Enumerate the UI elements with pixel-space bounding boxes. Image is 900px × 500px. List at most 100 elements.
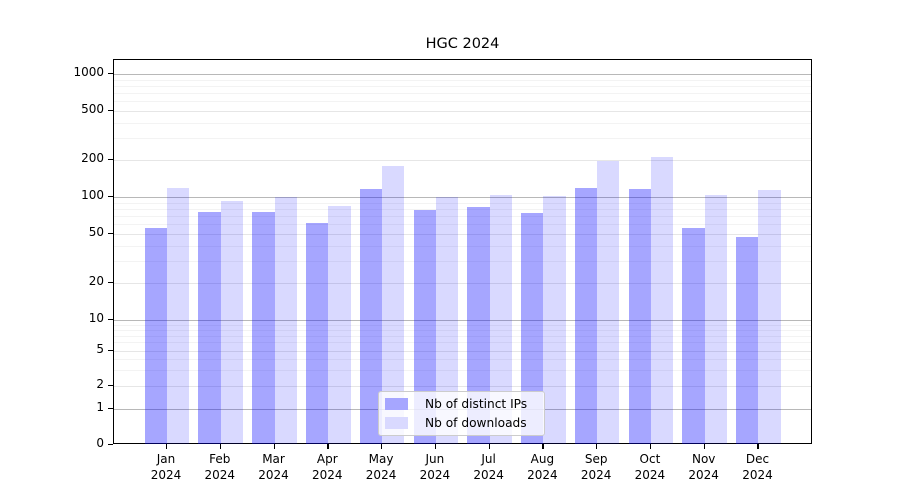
x-tick-jun-2024: [434, 444, 437, 449]
x-tick-label-line: 2024: [419, 467, 451, 482]
x-tick-jan-2024: [166, 444, 168, 449]
legend-label-downloads: Nb of downloads: [425, 416, 527, 430]
bar-downloads-aug-2024: [543, 196, 566, 444]
gridline-2: [114, 386, 811, 387]
legend-label-distinct-ips: Nb of distinct IPs: [425, 397, 528, 411]
minor-gridline-30: [114, 261, 811, 263]
legend-swatch-downloads: [385, 417, 408, 429]
y-tick-2: [108, 385, 113, 387]
bar-downloads-jan-2024: [167, 188, 190, 444]
minor-gridline-900: [114, 79, 811, 81]
minor-gridline-90: [114, 202, 811, 204]
gridline-1000: [114, 74, 811, 75]
x-tick-jul-2024: [488, 444, 490, 449]
minor-gridline-3: [114, 370, 811, 372]
x-tick-label-feb-2024: Feb 2024: [192, 452, 248, 483]
bar-distinct-ips-jul-2024: [467, 206, 490, 444]
x-tick-label-apr-2024: Apr 2024: [299, 452, 355, 483]
bar-distinct-ips-feb-2024: [198, 212, 221, 444]
legend: Nb of distinct IPs Nb of downloads: [378, 391, 545, 436]
gridline-10: [114, 320, 811, 321]
bar-distinct-ips-sep-2024: [574, 187, 598, 444]
x-tick-label-nov-2024: Nov 2024: [676, 452, 732, 483]
minor-gridline-80: [114, 208, 811, 210]
x-tick-label-line: 2024: [688, 467, 719, 482]
x-tick-label-sep-2024: Sep 2024: [568, 452, 624, 483]
x-tick-label-line: 2024: [258, 467, 289, 482]
y-tick-label-100: 100: [81, 188, 104, 202]
bar-distinct-ips-jun-2024: [413, 209, 436, 444]
y-tick-500: [108, 110, 113, 112]
bar-downloads-may-2024: [382, 165, 405, 444]
x-tick-apr-2024: [327, 444, 329, 449]
x-tick-label-line: 2024: [150, 467, 182, 482]
y-tick-label-1: 1: [96, 399, 104, 414]
x-tick-label-line: Jul: [481, 452, 496, 466]
x-tick-label-line: 2024: [312, 467, 343, 482]
x-tick-label-line: Jan: [156, 452, 176, 466]
y-tick-0: [108, 443, 113, 445]
x-tick-nov-2024: [703, 444, 705, 449]
x-tick-label-line: Nov: [691, 452, 716, 466]
x-tick-label-line: May: [368, 452, 394, 466]
y-tick-20: [108, 281, 113, 284]
y-tick-50: [108, 233, 113, 235]
chart-title: HGC 2024: [425, 36, 500, 52]
minor-gridline-7: [114, 335, 811, 337]
minor-gridline-700: [114, 93, 811, 95]
y-tick-label-20: 20: [88, 273, 104, 288]
x-tick-label-line: 2024: [204, 467, 236, 482]
bar-downloads-sep-2024: [597, 161, 620, 444]
x-tick-label-dec-2024: Dec 2024: [729, 452, 785, 483]
x-tick-label-mar-2024: Mar 2024: [246, 452, 302, 483]
x-tick-label-line: Sep: [584, 452, 608, 466]
x-tick-label-line: 2024: [742, 467, 773, 482]
minor-gridline-600: [114, 101, 811, 103]
bar-downloads-nov-2024: [704, 194, 727, 444]
x-tick-aug-2024: [542, 444, 544, 449]
minor-gridline-300: [114, 138, 811, 140]
y-tick-100: [108, 196, 113, 198]
legend-item-distinct-ips: Nb of distinct IPs: [385, 397, 544, 411]
y-tick-label-50: 50: [88, 225, 104, 240]
x-tick-label-line: 2024: [527, 467, 558, 482]
y-tick-10: [108, 319, 113, 321]
gridline-500: [114, 111, 811, 113]
bar-distinct-ips-oct-2024: [628, 188, 651, 444]
x-tick-label-line: 2024: [365, 467, 397, 482]
bar-distinct-ips-aug-2024: [521, 213, 544, 444]
bar-downloads-apr-2024: [328, 206, 351, 444]
plot-area: [113, 59, 812, 444]
bar-distinct-ips-nov-2024: [682, 227, 705, 444]
bar-downloads-dec-2024: [758, 189, 781, 444]
x-tick-label-jul-2024: Jul 2024: [461, 452, 517, 483]
minor-gridline-400: [114, 122, 811, 124]
x-tick-feb-2024: [219, 444, 222, 449]
gridline-100: [114, 197, 811, 198]
y-tick-label-200: 200: [81, 150, 104, 165]
bar-downloads-oct-2024: [650, 156, 674, 444]
x-tick-label-line: Jun: [425, 452, 445, 466]
y-tick-1: [108, 407, 113, 409]
legend-swatch-distinct-ips: [385, 398, 408, 410]
x-tick-label-line: 2024: [634, 467, 666, 482]
gridline-5: [114, 350, 811, 352]
x-tick-label-oct-2024: Oct 2024: [622, 452, 678, 483]
x-tick-label-line: Dec: [745, 452, 770, 466]
bar-downloads-jun-2024: [435, 197, 459, 444]
minor-gridline-800: [114, 85, 811, 87]
y-tick-label-500: 500: [81, 102, 104, 117]
y-tick-label-1000: 1000: [73, 65, 104, 79]
x-tick-label-line: Feb: [209, 452, 231, 466]
minor-gridline-6: [114, 342, 811, 344]
minor-gridline-8: [114, 329, 811, 331]
x-tick-may-2024: [381, 444, 383, 449]
x-tick-label-line: Apr: [316, 452, 338, 466]
bar-downloads-jul-2024: [489, 194, 512, 444]
legend-item-downloads: Nb of downloads: [385, 416, 544, 430]
x-tick-dec-2024: [757, 444, 759, 449]
gridline-50: [114, 234, 811, 236]
bar-distinct-ips-may-2024: [359, 188, 383, 444]
y-tick-label-0: 0: [96, 435, 104, 450]
x-tick-label-line: Oct: [639, 452, 661, 466]
